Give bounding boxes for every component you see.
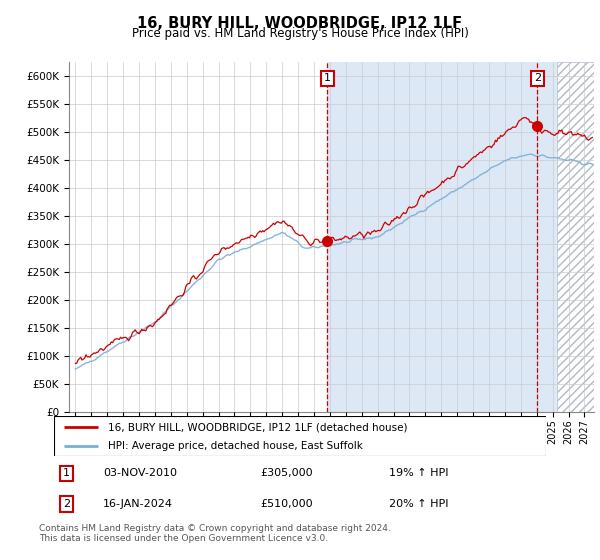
- Text: 19% ↑ HPI: 19% ↑ HPI: [389, 468, 448, 478]
- Text: Contains HM Land Registry data © Crown copyright and database right 2024.
This d: Contains HM Land Registry data © Crown c…: [39, 524, 391, 543]
- Text: £510,000: £510,000: [260, 499, 313, 509]
- Text: £305,000: £305,000: [260, 468, 313, 478]
- Text: Price paid vs. HM Land Registry's House Price Index (HPI): Price paid vs. HM Land Registry's House …: [131, 27, 469, 40]
- Bar: [557, 62, 594, 412]
- Text: 2: 2: [534, 73, 541, 83]
- Bar: [557, 62, 594, 412]
- Text: HPI: Average price, detached house, East Suffolk: HPI: Average price, detached house, East…: [108, 441, 363, 451]
- Text: 16-JAN-2024: 16-JAN-2024: [103, 499, 173, 509]
- Text: 16, BURY HILL, WOODBRIDGE, IP12 1LF (detached house): 16, BURY HILL, WOODBRIDGE, IP12 1LF (det…: [108, 422, 407, 432]
- Text: 1: 1: [324, 73, 331, 83]
- Text: 1: 1: [63, 468, 70, 478]
- Text: 16, BURY HILL, WOODBRIDGE, IP12 1LF: 16, BURY HILL, WOODBRIDGE, IP12 1LF: [137, 16, 463, 31]
- Text: 20% ↑ HPI: 20% ↑ HPI: [389, 499, 448, 509]
- Text: 03-NOV-2010: 03-NOV-2010: [103, 468, 177, 478]
- Bar: [328, 62, 594, 412]
- Text: 2: 2: [63, 499, 70, 509]
